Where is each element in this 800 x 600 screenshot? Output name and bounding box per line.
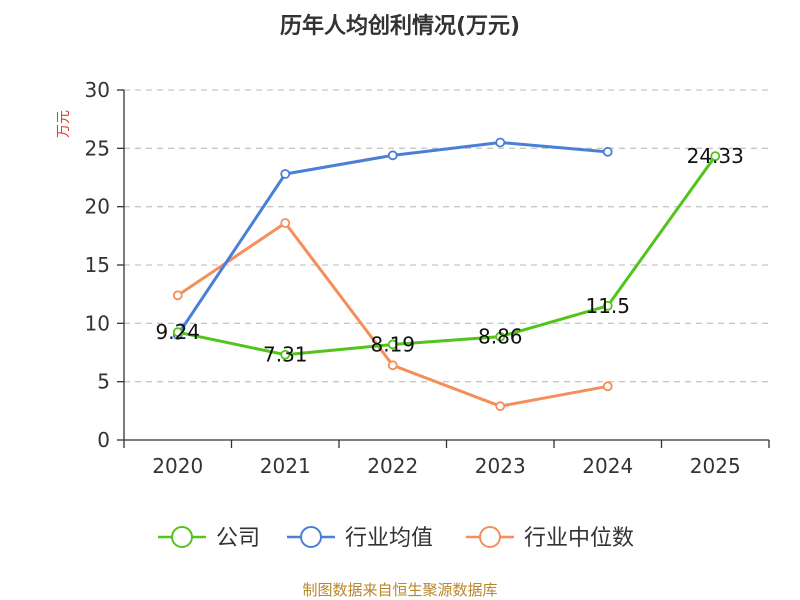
- x-tick-label: 2021: [260, 454, 311, 478]
- y-tick-label: 20: [85, 195, 110, 219]
- data-label: 8.19: [370, 332, 415, 356]
- data-point: [710, 151, 721, 162]
- y-tick-label: 10: [85, 311, 110, 335]
- y-tick-label: 0: [97, 428, 110, 452]
- legend-swatch-marker: [171, 526, 193, 548]
- series-line: [176, 141, 608, 336]
- series-lines: [172, 137, 721, 412]
- data-point: [172, 290, 183, 301]
- y-tick-label: 5: [97, 370, 110, 394]
- y-tick-label: 25: [85, 136, 110, 160]
- legend-swatch-marker: [479, 526, 501, 548]
- data-point: [495, 331, 506, 342]
- y-tick-label: 15: [85, 253, 110, 277]
- data-point: [495, 401, 506, 412]
- legend-item-1[interactable]: 行业均值: [287, 526, 433, 551]
- data-point: [602, 146, 613, 157]
- data-point: [495, 137, 506, 148]
- x-tick-label: 2020: [152, 454, 203, 478]
- legend-item-0[interactable]: 公司: [158, 526, 260, 551]
- data-label: 8.86: [478, 325, 523, 349]
- x-tick-label: 2025: [690, 454, 741, 478]
- series-line: [177, 155, 717, 357]
- data-point: [172, 327, 183, 338]
- data-label: 7.31: [263, 343, 308, 367]
- x-tick-label: 2023: [475, 454, 526, 478]
- data-point: [387, 150, 398, 161]
- legend-item-2[interactable]: 行业中位数: [466, 526, 634, 551]
- data-label: 24.33: [687, 144, 744, 168]
- legend-label: 行业均值: [345, 526, 433, 551]
- y-tick-label: 30: [85, 78, 110, 102]
- legend-label: 行业中位数: [524, 526, 634, 551]
- data-point: [280, 349, 291, 360]
- series-line: [176, 221, 609, 408]
- x-tick-label: 2022: [367, 454, 418, 478]
- data-point: [602, 300, 613, 311]
- legend-label: 公司: [216, 526, 260, 551]
- chart-title: 历年人均创利情况(万元): [280, 13, 520, 39]
- data-point: [387, 360, 398, 371]
- series-0: [172, 151, 721, 360]
- data-point: [387, 339, 398, 350]
- source-note: 制图数据来自恒生聚源数据库: [302, 581, 497, 599]
- legend[interactable]: 公司 行业均值 行业中位数: [158, 526, 634, 551]
- data-point: [602, 381, 613, 392]
- data-point: [280, 169, 291, 179]
- data-labels: 9.24 7.31 8.19 8.86 11.5 24.33: [155, 144, 743, 367]
- legend-swatch-marker: [300, 526, 322, 548]
- series-1: [172, 137, 613, 340]
- series-2: [172, 218, 613, 412]
- y-axis-unit-label: 万元: [56, 110, 72, 138]
- data-label: 9.24: [155, 320, 200, 344]
- gridlines: [124, 89, 769, 383]
- x-tick-label: 2024: [582, 454, 633, 478]
- data-label: 11.5: [585, 294, 630, 318]
- data-point: [280, 218, 291, 228]
